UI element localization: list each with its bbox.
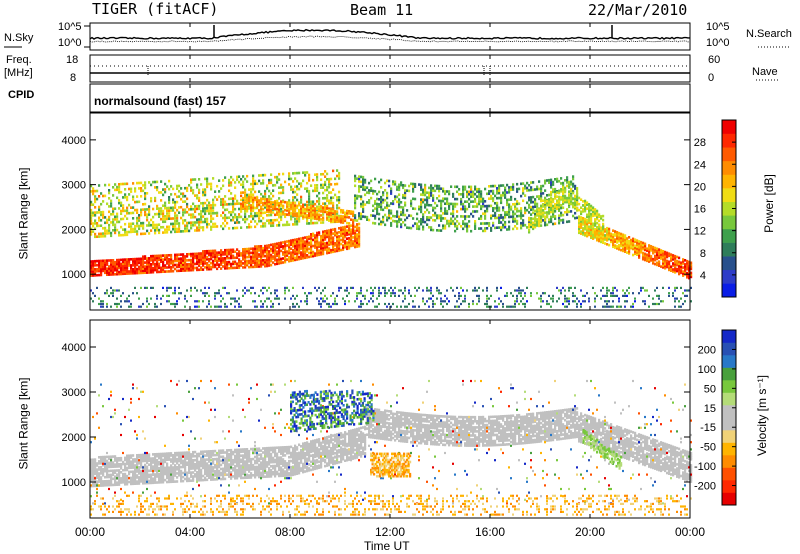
power-colorbar-swatch-10	[722, 147, 736, 162]
velocity-colorbar-swatch-0	[722, 492, 736, 506]
power-colorbar-swatch-2	[722, 256, 736, 271]
noise-strip-frame	[89, 22, 691, 51]
velocity-colorbar-swatch-2	[722, 467, 736, 481]
nsky-label: N.Sky	[4, 32, 34, 44]
velocity-colorbar-swatch-7	[722, 405, 736, 418]
power-colorbar-swatch-1	[722, 269, 736, 284]
power-panel-cells	[90, 169, 693, 308]
nave-tick-bottom: 0	[708, 72, 715, 84]
velocity-colorbar-tick-3: 15	[704, 403, 716, 415]
power-colorbar-swatch-0	[722, 283, 736, 298]
power-colorbar-tick-2: 12	[694, 226, 706, 238]
cpid-label: CPID	[8, 89, 35, 101]
chart-title: TIGER (fitACF)	[92, 0, 219, 18]
x-axis-label: Time UT	[364, 539, 410, 553]
y-tick-label-0-3: 4000	[62, 135, 86, 147]
power-colorbar-swatch-4	[722, 228, 736, 243]
nave-tick-top: 60	[708, 54, 721, 66]
power-colorbar-swatch-5	[722, 215, 736, 230]
power-colorbar-swatch-7	[722, 188, 736, 202]
noise-search-line	[89, 35, 691, 43]
nsky-tick-top: 10^5	[58, 21, 82, 33]
power-colorbar-swatch-12	[722, 120, 736, 134]
power-colorbar-tick-3: 16	[694, 204, 706, 216]
velocity-panel-cells	[90, 379, 693, 516]
x-tick-label-3: 12:00	[375, 525, 405, 539]
velocity-colorbar-swatch-1	[722, 480, 736, 493]
freq-unit-label: [MHz]	[4, 67, 33, 79]
velocity-colorbar-swatch-12	[722, 342, 736, 356]
velocity-colorbar-swatch-11	[722, 355, 736, 368]
velocity-colorbar-tick-0: 200	[698, 344, 716, 356]
velocity-colorbar-tick-7: -200	[694, 481, 716, 493]
power-colorbar-swatch-9	[722, 160, 736, 175]
velocity-colorbar-frame	[721, 329, 737, 506]
velocity-colorbar-swatch-10	[722, 367, 736, 381]
x-tick-label-4: 16:00	[475, 525, 505, 539]
y-tick-label-1-2: 3000	[62, 387, 86, 399]
power-colorbar-tick-6: 28	[694, 137, 706, 149]
beam-label: Beam 11	[350, 1, 414, 19]
x-tick-label-5: 20:00	[575, 525, 605, 539]
y-tick-label-0-2: 3000	[62, 180, 86, 192]
nsearch-tick-top: 10^5	[706, 21, 730, 33]
mode-text: normalsound (fast) 157	[94, 94, 227, 108]
freq-label: Freq.	[6, 54, 32, 66]
power-colorbar-tick-1: 8	[700, 248, 706, 260]
velocity-colorbar-tick-2: 50	[704, 383, 716, 395]
y-tick-label-1-0: 1000	[62, 477, 86, 489]
freq-strip-frame	[89, 54, 691, 83]
power-colorbar-swatch-6	[722, 201, 736, 216]
velocity-colorbar-tick-4: -15	[700, 422, 716, 434]
x-tick-label-0: 00:00	[75, 525, 105, 539]
velocity-colorbar-tick-1: 100	[698, 364, 716, 376]
nsearch-label: N.Search	[746, 28, 792, 40]
velocity-colorbar-swatch-8	[722, 392, 736, 406]
power-colorbar-swatch-8	[722, 174, 736, 189]
nsky-tick-bottom: 10^0	[58, 37, 82, 49]
y-tick-label-1-3: 4000	[62, 342, 86, 354]
x-tick-label-6: 00:00	[675, 525, 705, 539]
velocity-colorbar-swatch-13	[722, 330, 736, 343]
velocity-colorbar-swatch-9	[722, 380, 736, 393]
x-tick-label-2: 08:00	[275, 525, 305, 539]
nsearch-tick-bottom: 10^0	[706, 37, 730, 49]
velocity-colorbar-swatch-6	[722, 417, 736, 431]
freq-tick-top: 18	[66, 54, 79, 66]
x-tick-label-1: 04:00	[175, 525, 205, 539]
freq-tick-bottom: 8	[70, 72, 77, 84]
y-tick-label-1-1: 2000	[62, 432, 86, 444]
nave-label: Nave	[752, 66, 778, 78]
power-colorbar-tick-4: 20	[694, 181, 706, 193]
velocity-colorbar-swatch-3	[722, 455, 736, 468]
power-colorbar-swatch-11	[722, 133, 736, 148]
velocity-colorbar-tick-5: -50	[700, 442, 716, 454]
y-tick-label-0-0: 1000	[62, 269, 86, 281]
velocity-colorbar-swatch-4	[722, 442, 736, 456]
velocity-colorbar-swatch-5	[722, 430, 736, 443]
velocity-colorbar-tick-6: -100	[694, 461, 716, 473]
power-colorbar-swatch-3	[722, 242, 736, 257]
noise-sky-line	[89, 28, 690, 40]
cpid-strip-frame	[89, 83, 691, 113]
y-tick-label-0-1: 2000	[62, 224, 86, 236]
power-colorbar-tick-0: 4	[700, 270, 706, 282]
power-colorbar-tick-5: 24	[694, 159, 706, 171]
date-label: 22/Mar/2010	[588, 1, 688, 19]
